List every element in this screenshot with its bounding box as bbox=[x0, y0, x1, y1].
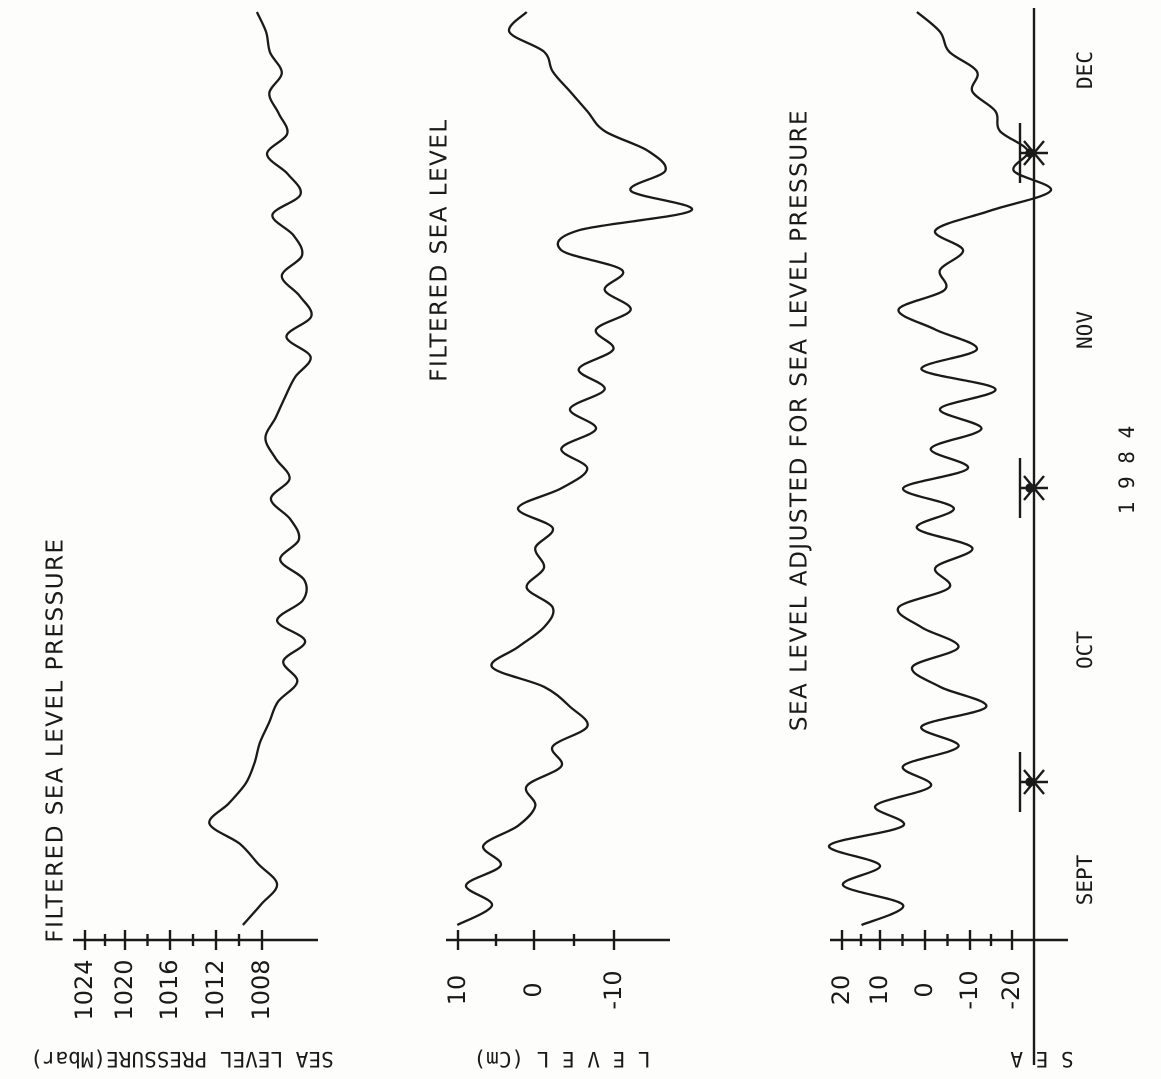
panel-3-series-line bbox=[828, 11, 1052, 927]
month-divider-3 bbox=[1018, 123, 1048, 183]
panel-1-tick-1: 1020 bbox=[110, 959, 138, 1020]
panel-1-tick-2: 1016 bbox=[155, 959, 183, 1020]
panel-3-tick-2: 0 bbox=[910, 982, 938, 997]
month-divider-1 bbox=[1018, 752, 1048, 812]
month-label-oct: OCT bbox=[1073, 631, 1097, 669]
panel-1-axis-label: SEA LEVEL PRESSURE(Mbar) bbox=[30, 1047, 333, 1071]
panel-2-title: FILTERED SEA LEVEL bbox=[427, 118, 453, 381]
panel-2-tick-0: 10 bbox=[443, 975, 471, 1006]
month-label-nov: NOV bbox=[1073, 311, 1097, 349]
month-label-sept: SEPT bbox=[1073, 854, 1097, 905]
panel-1-tick-0: 1024 bbox=[70, 959, 98, 1020]
panel-1-tick-3: 1012 bbox=[201, 959, 229, 1020]
panel-1-series-line bbox=[208, 11, 313, 926]
panel-1-title: FILTERED SEA LEVEL PRESSURE bbox=[43, 537, 69, 942]
panel-2-tick-1: 0 bbox=[519, 982, 547, 997]
panel-3-axis bbox=[830, 930, 1068, 950]
panel-3-tick-4: -20 bbox=[997, 970, 1025, 1009]
panel-2-axis-label: L E V E L (Cm) bbox=[473, 1047, 650, 1071]
panel-3-tick-1: 10 bbox=[865, 975, 893, 1006]
panel-1-tick-4: 1008 bbox=[247, 959, 275, 1020]
panel-3-tick-3: -10 bbox=[955, 970, 983, 1009]
panel-3-axis-label: S E A bbox=[1010, 1047, 1074, 1071]
month-label-dec: DEC bbox=[1073, 51, 1097, 89]
year-label: 1 9 8 4 bbox=[1115, 426, 1139, 515]
panel-1-axis bbox=[73, 930, 318, 950]
panel-2-tick-2: -10 bbox=[599, 970, 627, 1009]
chart-axes bbox=[73, 8, 1068, 1065]
panel-2-series-line bbox=[456, 11, 693, 927]
chart-curves bbox=[208, 11, 1052, 927]
month-divider-2 bbox=[1018, 458, 1048, 518]
panel-3-tick-0: 20 bbox=[827, 975, 855, 1006]
panel-2-axis bbox=[446, 930, 670, 950]
panel-3-title: SEA LEVEL ADJUSTED FOR SEA LEVEL PRESSUR… bbox=[787, 109, 813, 731]
